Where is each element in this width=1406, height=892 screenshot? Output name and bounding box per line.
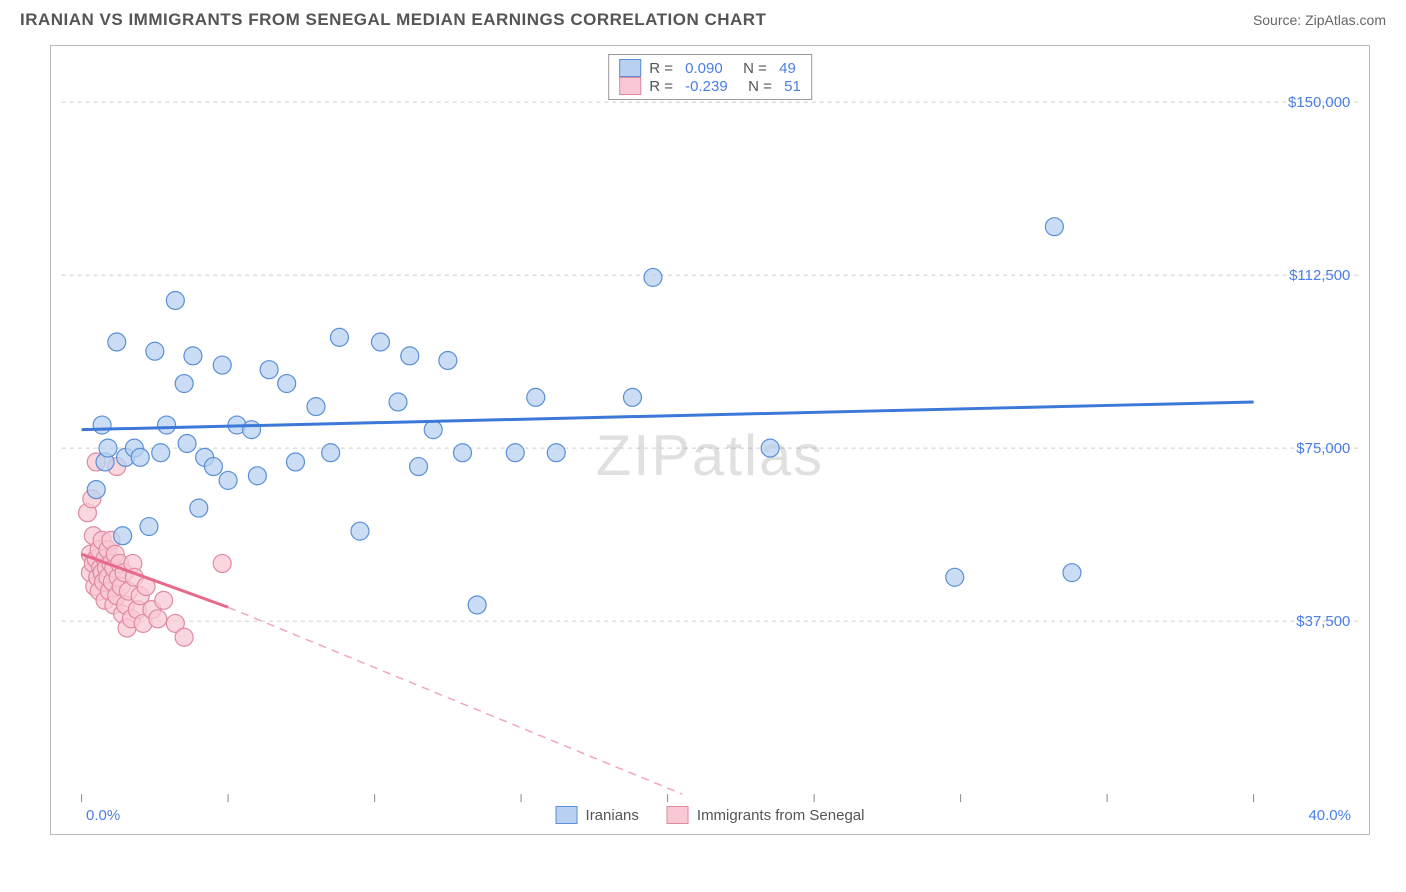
stats-r-value: -0.239 bbox=[685, 78, 728, 95]
stats-legend-row: R = -0.239 N = 51 bbox=[619, 77, 801, 95]
source-link[interactable]: ZipAtlas.com bbox=[1305, 12, 1386, 28]
svg-text:$150,000: $150,000 bbox=[1288, 94, 1350, 111]
source-attribution: Source: ZipAtlas.com bbox=[1253, 12, 1386, 28]
stats-n-value: 51 bbox=[784, 78, 801, 95]
stats-n-label: N = bbox=[736, 78, 776, 95]
watermark-text: ZIPatlas bbox=[596, 424, 824, 488]
stats-legend-box: R = 0.090 N = 49R = -0.239 N = 51 bbox=[608, 54, 812, 100]
stats-n-label: N = bbox=[731, 60, 771, 77]
stats-r-value: 0.090 bbox=[685, 60, 723, 77]
stats-r-label: R = bbox=[649, 60, 677, 77]
source-prefix: Source: bbox=[1253, 12, 1305, 28]
series-legend: Iranians Immigrants from Senegal bbox=[556, 806, 865, 824]
stats-swatch-blue bbox=[619, 59, 641, 77]
stats-n-value: 49 bbox=[779, 60, 796, 77]
scatter-plot-svg: $37,500 $75,000 $112,500 $150,000 ZIPatlas bbox=[51, 46, 1369, 834]
legend-swatch-blue bbox=[556, 806, 578, 824]
svg-text:$37,500: $37,500 bbox=[1296, 613, 1350, 630]
x-axis-max-label: 40.0% bbox=[1308, 807, 1351, 824]
svg-text:$75,000: $75,000 bbox=[1296, 440, 1350, 457]
legend-swatch-pink bbox=[667, 806, 689, 824]
stats-legend-row: R = 0.090 N = 49 bbox=[619, 59, 801, 77]
legend-label-iranians: Iranians bbox=[586, 807, 639, 824]
stats-r-label: R = bbox=[649, 78, 677, 95]
x-axis-min-label: 0.0% bbox=[86, 807, 120, 824]
stats-swatch-pink bbox=[619, 77, 641, 95]
svg-text:$112,500: $112,500 bbox=[1289, 267, 1350, 284]
chart-area: $37,500$75,000$112,500$150,000 ZIPatlas … bbox=[50, 45, 1370, 835]
legend-item-senegal[interactable]: Immigrants from Senegal bbox=[667, 806, 865, 824]
legend-label-senegal: Immigrants from Senegal bbox=[697, 807, 865, 824]
legend-item-iranians[interactable]: Iranians bbox=[556, 806, 639, 824]
chart-title: IRANIAN VS IMMIGRANTS FROM SENEGAL MEDIA… bbox=[20, 10, 766, 30]
